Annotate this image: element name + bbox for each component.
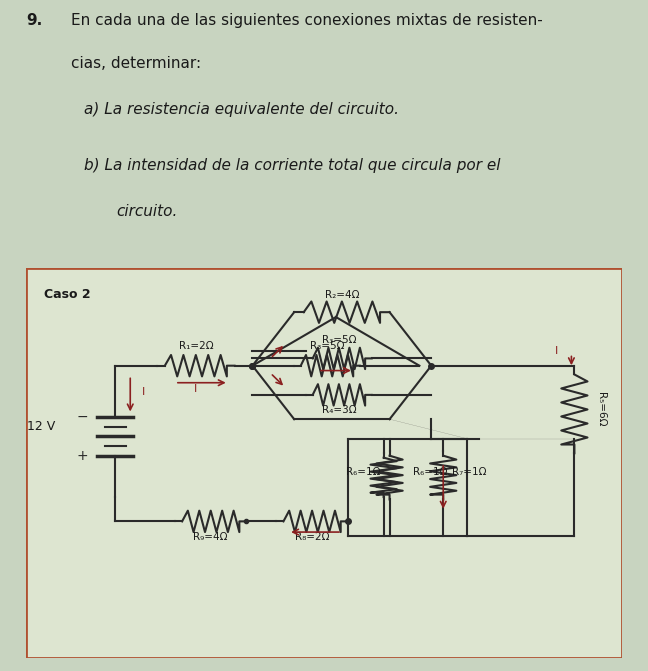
Text: R₂=4Ω: R₂=4Ω [325, 290, 359, 299]
Text: −: − [77, 410, 89, 424]
Text: a) La resistencia equivalente del circuito.: a) La resistencia equivalente del circui… [84, 102, 399, 117]
Text: R₆=1Ω: R₆=1Ω [346, 467, 380, 477]
Text: R₄=3Ω: R₄=3Ω [321, 405, 356, 415]
Text: R₇=1Ω: R₇=1Ω [452, 467, 487, 477]
Text: R₈=2Ω: R₈=2Ω [295, 532, 329, 542]
Text: R₅=6Ω: R₅=6Ω [596, 393, 607, 427]
Text: En cada una de las siguientes conexiones mixtas de resisten-: En cada una de las siguientes conexiones… [71, 13, 543, 28]
Text: 12 V: 12 V [27, 420, 56, 433]
Text: 9.: 9. [26, 13, 42, 28]
Text: I: I [555, 346, 558, 356]
Text: Caso 2: Caso 2 [44, 288, 91, 301]
Text: R₃=5Ω: R₃=5Ω [321, 335, 356, 345]
Text: R₃=5Ω: R₃=5Ω [310, 341, 344, 351]
Text: I: I [194, 384, 198, 395]
FancyBboxPatch shape [26, 268, 622, 658]
Text: cias, determinar:: cias, determinar: [71, 56, 202, 71]
Text: R₁=2Ω: R₁=2Ω [178, 341, 213, 351]
Text: R₉=4Ω: R₉=4Ω [194, 532, 228, 542]
Text: +: + [77, 449, 89, 463]
Text: R₆=1Ω: R₆=1Ω [413, 467, 448, 477]
Text: b) La intensidad de la corriente total que circula por el: b) La intensidad de la corriente total q… [84, 158, 501, 173]
Text: circuito.: circuito. [117, 204, 178, 219]
Text: I: I [142, 387, 145, 397]
